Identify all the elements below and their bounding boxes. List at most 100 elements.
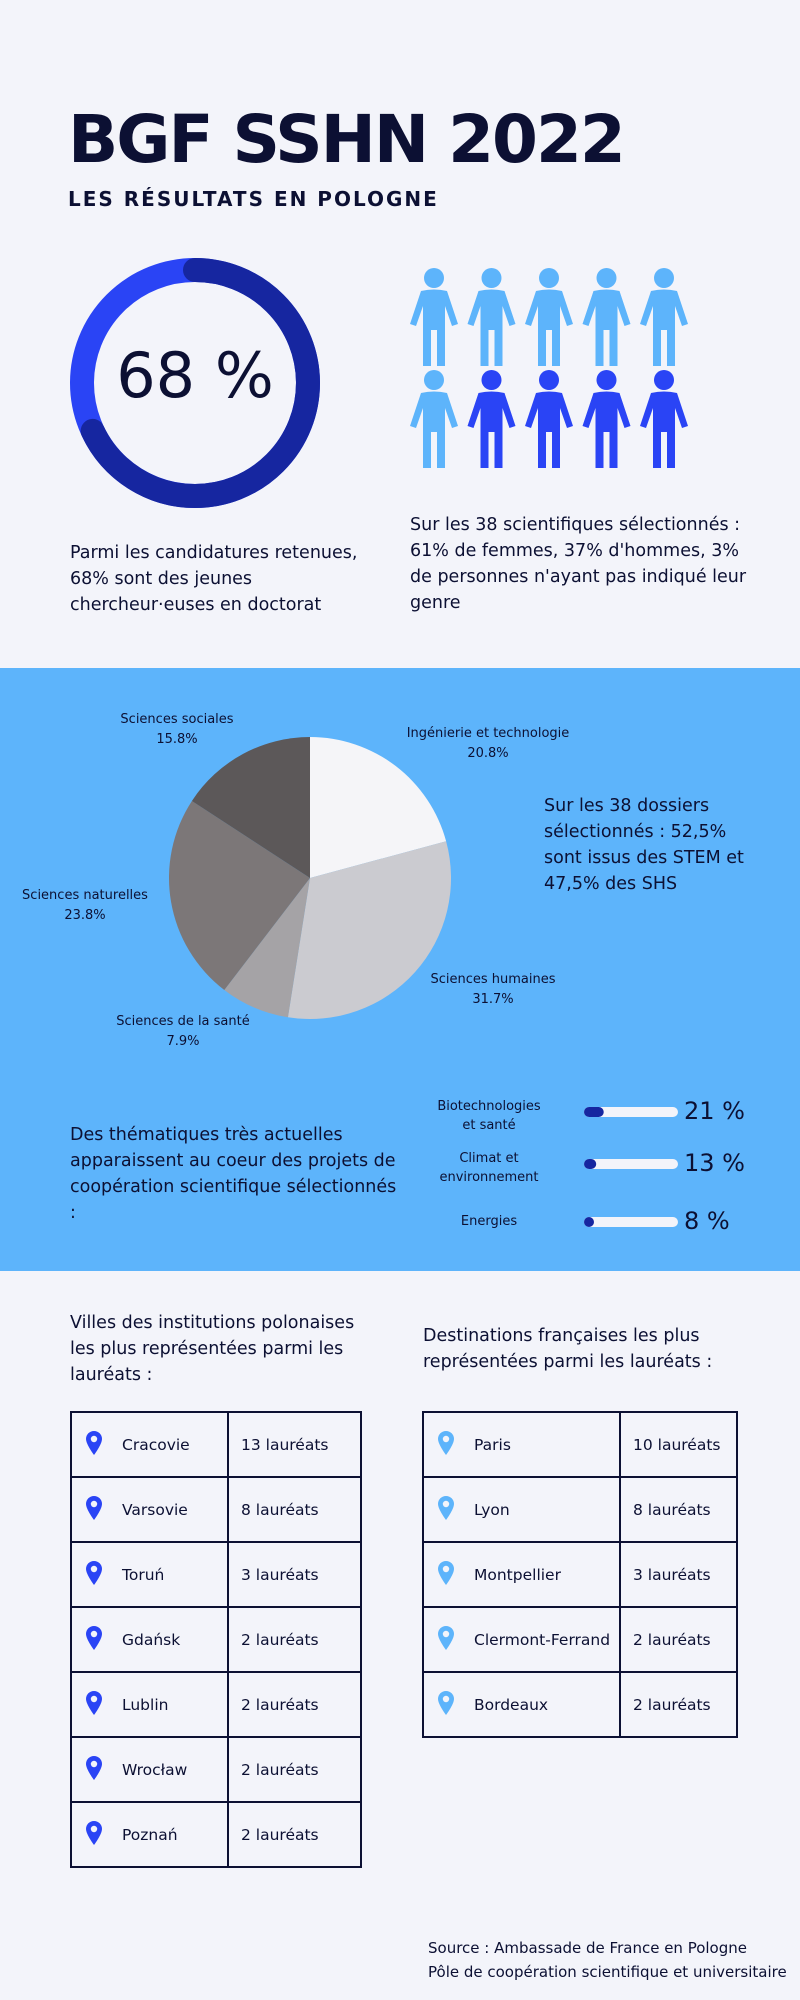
laureates-count: 2 lauréats [241, 1695, 319, 1714]
theme-value-energies: 8 % [684, 1207, 730, 1235]
laureates-count-cell: 10 lauréats [619, 1411, 738, 1478]
disciplines-text: Sur les 38 dossiers sélectionnés : 52,5%… [544, 796, 744, 894]
city-name: Gdańsk [122, 1630, 181, 1649]
table-row: Wrocław 2 lauréats [70, 1736, 362, 1803]
person-icon-light [525, 268, 573, 366]
city-name: Clermont-Ferrand [474, 1630, 611, 1649]
city-name: Toruń [122, 1565, 165, 1584]
french-cities-table: Paris 10 lauréats Lyon 8 lauréats Montpellie… [422, 1411, 738, 1738]
table-row: Gdańsk 2 lauréats [70, 1606, 362, 1673]
city-cell: Wrocław [70, 1736, 229, 1803]
pie-label-name: Ingénierie et technologie [406, 726, 570, 741]
themes-bar-chart [584, 1107, 678, 1227]
theme-bar-energies [584, 1217, 594, 1227]
theme-label-line: et santé [462, 1118, 516, 1133]
laureates-count-cell: 2 lauréats [227, 1736, 362, 1803]
page-title: BGF SSHN 2022 [68, 101, 626, 178]
pie-label-sciences-naturelles: Sciences naturelles 23.8% [10, 886, 160, 926]
person-icon-light [640, 268, 688, 366]
gender-text: Sur les 38 scientifiques sélectionnés : … [410, 515, 747, 613]
pie-label-value: 7.9% [166, 1034, 200, 1049]
laureates-count: 3 lauréats [241, 1565, 319, 1584]
person-icon-light [582, 268, 631, 366]
city-cell: Bordeaux [422, 1671, 621, 1738]
city-name: Lublin [122, 1695, 169, 1714]
pie-slice-ingenierie [310, 737, 447, 878]
city-name: Varsovie [122, 1500, 188, 1519]
map-pin-icon [438, 1560, 466, 1589]
laureates-count-cell: 3 lauréats [619, 1541, 738, 1608]
map-pin-icon [86, 1430, 114, 1459]
map-pin-icon [438, 1495, 466, 1524]
table-row: Clermont-Ferrand 2 lauréats [422, 1606, 738, 1673]
doctorate-text: Parmi les candidatures retenues, 68% son… [70, 543, 358, 615]
city-cell: Gdańsk [70, 1606, 229, 1673]
laureates-count: 10 lauréats [633, 1435, 721, 1454]
pie-slice-sciences-humaines [287, 841, 451, 1019]
table-row: Lublin 2 lauréats [70, 1671, 362, 1738]
theme-label-energies: Energies [418, 1212, 560, 1231]
laureates-count: 2 lauréats [241, 1760, 319, 1779]
map-pin-icon [438, 1625, 466, 1654]
map-pin-icon [86, 1820, 114, 1849]
map-pin-icon [86, 1625, 114, 1654]
french-cities-heading: Destinations françaises les plus représe… [423, 1326, 713, 1372]
table-row: Varsovie 8 lauréats [70, 1476, 362, 1543]
pie-label-name: Sciences naturelles [22, 888, 148, 903]
pie-label-value: 20.8% [467, 746, 509, 761]
city-cell: Varsovie [70, 1476, 229, 1543]
theme-label-line: Energies [460, 1214, 518, 1229]
pie-label-sciences-sociales: Sciences sociales 15.8% [102, 710, 252, 750]
table-row: Poznań 2 lauréats [70, 1801, 362, 1868]
map-pin-icon [86, 1690, 114, 1719]
pie-slice-sciences-sante [224, 878, 310, 1018]
pie-label-sciences-humaines: Sciences humaines 31.7% [418, 970, 568, 1010]
map-pin-icon [86, 1560, 114, 1589]
pie-label-name: Sciences sociales [120, 712, 234, 727]
source-line-1: Source : Ambassade de France en Pologne [428, 1939, 747, 1957]
city-name: Lyon [474, 1500, 510, 1519]
pie-label-ingenierie: Ingénierie et technologie 20.8% [398, 724, 578, 764]
themes-text: Des thématiques très actuelles apparaiss… [70, 1125, 397, 1223]
table-row: Cracovie 13 lauréats [70, 1411, 362, 1478]
map-pin-icon [86, 1495, 114, 1524]
city-cell: Montpellier [422, 1541, 621, 1608]
theme-label-climat: Climat et environnement [418, 1149, 560, 1187]
laureates-count: 2 lauréats [241, 1630, 319, 1649]
theme-bar-biotech-track [584, 1107, 678, 1117]
city-cell: Poznań [70, 1801, 229, 1868]
theme-label-line: Biotechnologies [437, 1099, 541, 1114]
city-name: Poznań [122, 1825, 178, 1844]
map-pin-icon [438, 1430, 466, 1459]
disciplines-pie-chart [169, 737, 451, 1019]
laureates-count-cell: 3 lauréats [227, 1541, 362, 1608]
person-icon-dark [467, 370, 516, 468]
pie-label-value: 23.8% [64, 908, 106, 923]
theme-label-biotech: Biotechnologies et santé [418, 1097, 560, 1135]
laureates-count-cell: 2 lauréats [227, 1671, 362, 1738]
laureates-count-cell: 8 lauréats [227, 1476, 362, 1543]
table-row: Montpellier 3 lauréats [422, 1541, 738, 1608]
map-pin-icon [86, 1755, 114, 1784]
table-row: Bordeaux 2 lauréats [422, 1671, 738, 1738]
theme-label-line: Climat et [459, 1151, 519, 1166]
pie-label-value: 15.8% [156, 732, 198, 747]
person-icon-light [467, 268, 516, 366]
theme-value-climat: 13 % [684, 1149, 745, 1177]
theme-bar-climat [584, 1159, 597, 1169]
laureates-count-cell: 2 lauréats [227, 1801, 362, 1868]
polish-cities-heading: Villes des institutions polonaises les p… [70, 1313, 355, 1385]
theme-label-line: environnement [439, 1170, 539, 1185]
city-cell: Cracovie [70, 1411, 229, 1478]
laureates-count-cell: 2 lauréats [619, 1606, 738, 1673]
table-row: Paris 10 lauréats [422, 1411, 738, 1478]
theme-bar-energies-track [584, 1217, 678, 1227]
pie-slice-sciences-sociales [191, 737, 310, 878]
doctorate-donut-chart [70, 258, 320, 508]
laureates-count-cell: 2 lauréats [227, 1606, 362, 1673]
theme-value-biotech: 21 % [684, 1097, 745, 1125]
person-icon-light [410, 268, 458, 366]
pie-label-name: Sciences de la santé [116, 1014, 250, 1029]
theme-bar-biotech [584, 1107, 604, 1117]
doctorate-percentage: 68 % [116, 339, 274, 412]
